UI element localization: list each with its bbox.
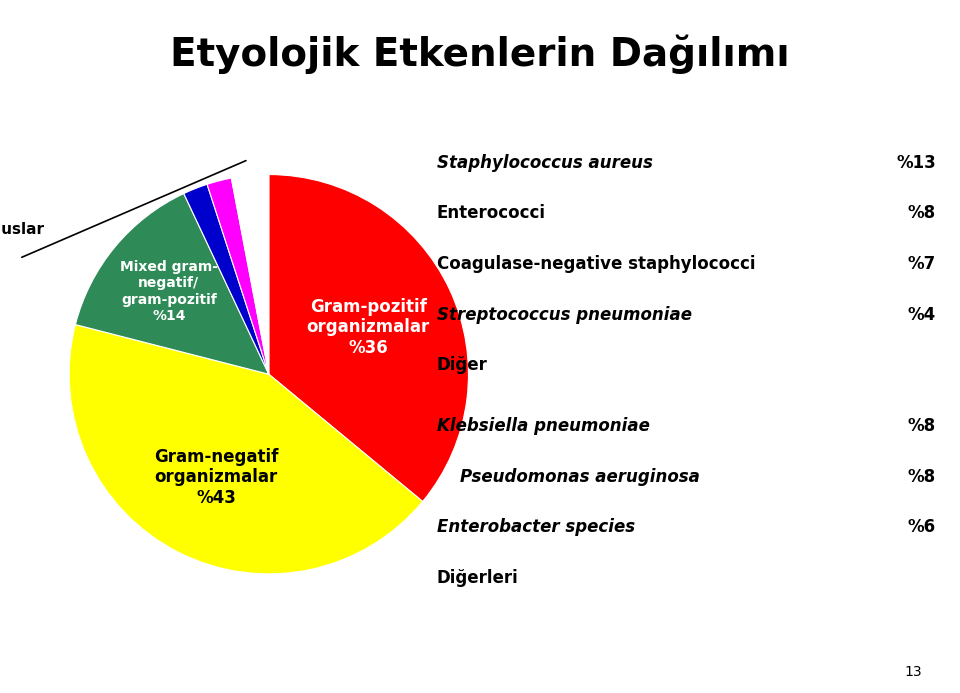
Text: Enterobacter species: Enterobacter species: [437, 518, 635, 536]
Text: %8: %8: [908, 417, 936, 435]
Text: Staphylococcus aureus: Staphylococcus aureus: [437, 154, 653, 172]
Text: Gram-negatif
organizmalar
%43: Gram-negatif organizmalar %43: [154, 448, 278, 507]
Text: Etyolojik Etkenlerin Dağılımı: Etyolojik Etkenlerin Dağılımı: [170, 35, 790, 74]
Text: Gram-pozitif
organizmalar
%36: Gram-pozitif organizmalar %36: [306, 298, 430, 358]
Wedge shape: [183, 184, 269, 374]
Wedge shape: [231, 175, 269, 374]
Text: Pseudomonas aeruginosa: Pseudomonas aeruginosa: [437, 468, 700, 486]
Text: %13: %13: [897, 154, 936, 172]
Text: %8: %8: [908, 204, 936, 222]
Text: Funguslar
%5: Funguslar %5: [0, 222, 44, 254]
Text: Enterococci: Enterococci: [437, 204, 546, 222]
Text: %6: %6: [908, 518, 936, 536]
Text: Klebsiella pneumoniae: Klebsiella pneumoniae: [437, 417, 650, 435]
Text: Mixed gram-
negatif/
gram-pozitif
%14: Mixed gram- negatif/ gram-pozitif %14: [120, 260, 218, 323]
Text: %8: %8: [908, 468, 936, 486]
Text: Diğer: Diğer: [437, 356, 488, 374]
Text: %4: %4: [908, 306, 936, 324]
Wedge shape: [269, 175, 468, 502]
Wedge shape: [69, 324, 422, 574]
Text: Diğerleri: Diğerleri: [437, 569, 518, 587]
Text: Streptococcus pneumoniae: Streptococcus pneumoniae: [437, 306, 692, 324]
Wedge shape: [76, 193, 269, 374]
Wedge shape: [207, 178, 269, 374]
Text: Coagulase-negative staphylococci: Coagulase-negative staphylococci: [437, 255, 756, 273]
Text: %7: %7: [908, 255, 936, 273]
Text: 13: 13: [904, 665, 922, 679]
